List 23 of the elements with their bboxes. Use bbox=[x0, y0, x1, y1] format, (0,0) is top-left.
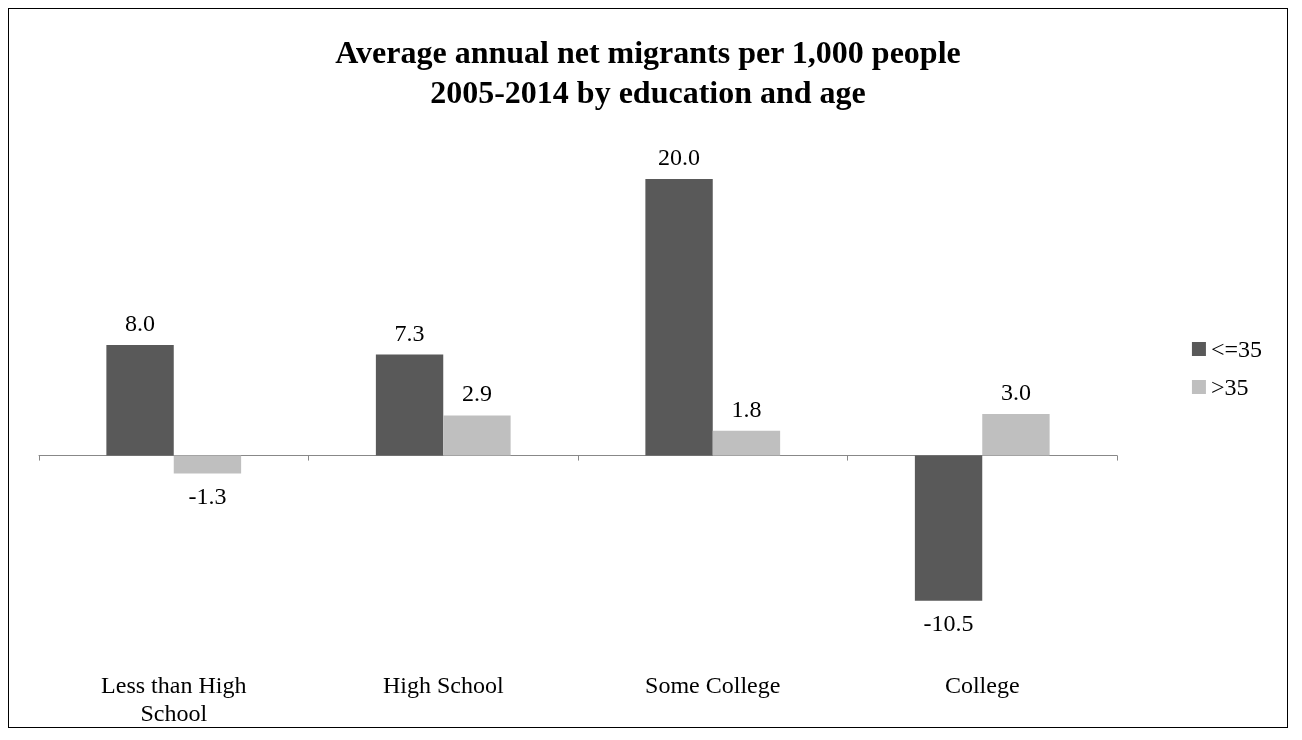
x-tick-label: Some College bbox=[645, 672, 781, 698]
legend-label: >35 bbox=[1210, 374, 1249, 400]
bar bbox=[106, 344, 174, 456]
bar bbox=[982, 414, 1050, 456]
bar bbox=[914, 455, 983, 601]
chart-title: Average annual net migrants per 1,000 people 2005-2014 by education and age bbox=[335, 34, 961, 110]
bar bbox=[443, 415, 511, 456]
x-tick-label: High School bbox=[382, 672, 504, 698]
x-tick-label: Less than High School bbox=[101, 672, 247, 726]
data-label: 3.0 bbox=[1000, 379, 1031, 406]
data-label: 7.3 bbox=[394, 319, 425, 346]
bar bbox=[645, 179, 713, 456]
x-tick-label: College bbox=[944, 672, 1020, 698]
data-label: 2.9 bbox=[461, 380, 492, 407]
data-label: 1.8 bbox=[731, 395, 762, 422]
data-label: -10.5 bbox=[923, 609, 974, 636]
data-label: 8.0 bbox=[125, 309, 156, 336]
bar bbox=[375, 354, 444, 456]
data-label: -1.3 bbox=[188, 482, 227, 509]
bar bbox=[173, 455, 242, 474]
legend-label: <=35 bbox=[1210, 336, 1263, 362]
data-label: 20.0 bbox=[658, 144, 701, 170]
bar bbox=[712, 430, 781, 456]
